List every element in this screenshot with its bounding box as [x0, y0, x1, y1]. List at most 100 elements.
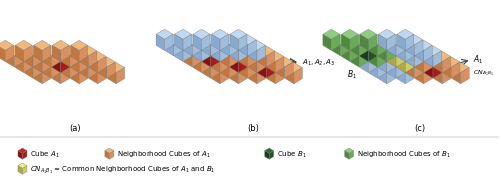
Polygon shape [70, 40, 88, 51]
Polygon shape [116, 68, 124, 84]
Polygon shape [212, 57, 220, 73]
Polygon shape [156, 34, 164, 51]
Polygon shape [378, 40, 386, 56]
Polygon shape [70, 62, 88, 73]
Polygon shape [396, 40, 404, 56]
Polygon shape [424, 62, 433, 78]
Text: Neighborhood Cubes of $B_1$: Neighborhood Cubes of $B_1$ [356, 150, 450, 160]
Polygon shape [52, 45, 60, 62]
Polygon shape [79, 57, 88, 73]
Polygon shape [15, 51, 32, 62]
Polygon shape [342, 34, 350, 51]
Polygon shape [164, 34, 173, 51]
Text: Neighborhood Cubes of $A_1$: Neighborhood Cubes of $A_1$ [117, 150, 211, 160]
Polygon shape [387, 45, 396, 62]
Polygon shape [24, 46, 42, 56]
Polygon shape [342, 29, 358, 39]
Polygon shape [264, 148, 274, 153]
Polygon shape [433, 51, 442, 67]
Polygon shape [378, 57, 387, 73]
Polygon shape [230, 29, 247, 39]
Polygon shape [220, 51, 229, 67]
Polygon shape [416, 40, 432, 51]
Polygon shape [238, 57, 247, 73]
Polygon shape [387, 34, 396, 51]
Polygon shape [15, 40, 32, 51]
Polygon shape [406, 68, 414, 84]
Polygon shape [212, 34, 220, 51]
Polygon shape [406, 46, 423, 56]
Polygon shape [434, 51, 450, 62]
Polygon shape [378, 45, 387, 62]
Polygon shape [378, 51, 386, 67]
Polygon shape [406, 57, 423, 67]
Polygon shape [33, 51, 42, 67]
Polygon shape [387, 68, 396, 84]
Polygon shape [378, 62, 386, 78]
Polygon shape [42, 57, 50, 73]
Polygon shape [98, 62, 107, 78]
Polygon shape [230, 68, 238, 84]
Polygon shape [294, 68, 302, 84]
Polygon shape [24, 62, 33, 78]
Polygon shape [34, 57, 42, 73]
Polygon shape [174, 45, 183, 62]
Text: (b): (b) [247, 123, 258, 132]
Polygon shape [332, 35, 349, 45]
Polygon shape [43, 46, 60, 56]
Polygon shape [110, 151, 114, 159]
Polygon shape [52, 68, 60, 84]
Polygon shape [344, 148, 354, 153]
Text: Cube $A_1$: Cube $A_1$ [30, 150, 60, 160]
Polygon shape [89, 62, 106, 73]
Polygon shape [80, 51, 88, 67]
Polygon shape [52, 40, 69, 51]
Polygon shape [174, 40, 192, 51]
Text: $CN_{A_1B_1}$: $CN_{A_1B_1}$ [474, 69, 494, 78]
Polygon shape [24, 57, 32, 73]
Polygon shape [230, 62, 247, 73]
Polygon shape [42, 45, 50, 62]
Polygon shape [183, 34, 192, 51]
Polygon shape [60, 45, 69, 62]
Polygon shape [378, 68, 387, 84]
Polygon shape [15, 57, 24, 73]
Polygon shape [70, 51, 78, 67]
Polygon shape [98, 57, 116, 67]
Polygon shape [397, 62, 414, 73]
Polygon shape [350, 34, 358, 51]
Polygon shape [60, 57, 69, 73]
Polygon shape [202, 62, 211, 78]
Polygon shape [193, 57, 202, 73]
Polygon shape [230, 34, 238, 51]
Polygon shape [332, 40, 340, 56]
Polygon shape [452, 68, 460, 84]
Polygon shape [238, 45, 247, 62]
Polygon shape [360, 40, 377, 51]
Polygon shape [174, 34, 183, 51]
Polygon shape [52, 57, 60, 73]
Polygon shape [258, 57, 274, 67]
Polygon shape [424, 46, 442, 56]
Polygon shape [5, 45, 14, 62]
Text: $B_1$: $B_1$ [347, 69, 357, 81]
Polygon shape [156, 29, 173, 39]
Polygon shape [220, 45, 228, 62]
Polygon shape [416, 57, 424, 73]
Polygon shape [202, 35, 219, 45]
Polygon shape [257, 68, 266, 84]
Polygon shape [406, 40, 414, 56]
Polygon shape [202, 57, 210, 73]
Polygon shape [239, 62, 248, 78]
Polygon shape [424, 57, 432, 73]
Polygon shape [406, 34, 414, 51]
Polygon shape [397, 29, 414, 39]
Polygon shape [276, 62, 284, 78]
Polygon shape [452, 62, 460, 78]
Polygon shape [22, 151, 27, 159]
Polygon shape [442, 57, 450, 73]
Polygon shape [105, 151, 110, 159]
Polygon shape [202, 57, 219, 67]
Polygon shape [34, 40, 50, 51]
Polygon shape [416, 45, 424, 62]
